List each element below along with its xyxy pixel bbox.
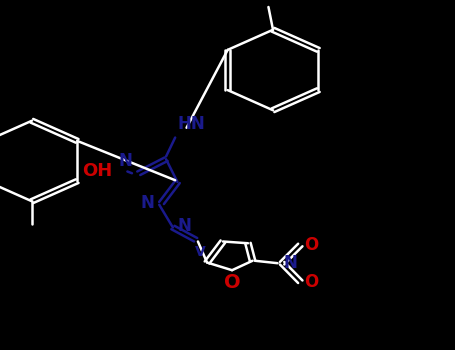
Text: O: O — [224, 273, 240, 292]
Text: O: O — [304, 236, 318, 254]
Text: HN: HN — [177, 115, 205, 133]
Text: N: N — [283, 254, 297, 272]
Text: N: N — [118, 153, 132, 170]
Text: N: N — [141, 194, 155, 212]
Text: O: O — [304, 273, 318, 291]
Text: OH: OH — [82, 162, 112, 181]
Text: V: V — [195, 245, 206, 259]
Text: N: N — [177, 217, 191, 235]
